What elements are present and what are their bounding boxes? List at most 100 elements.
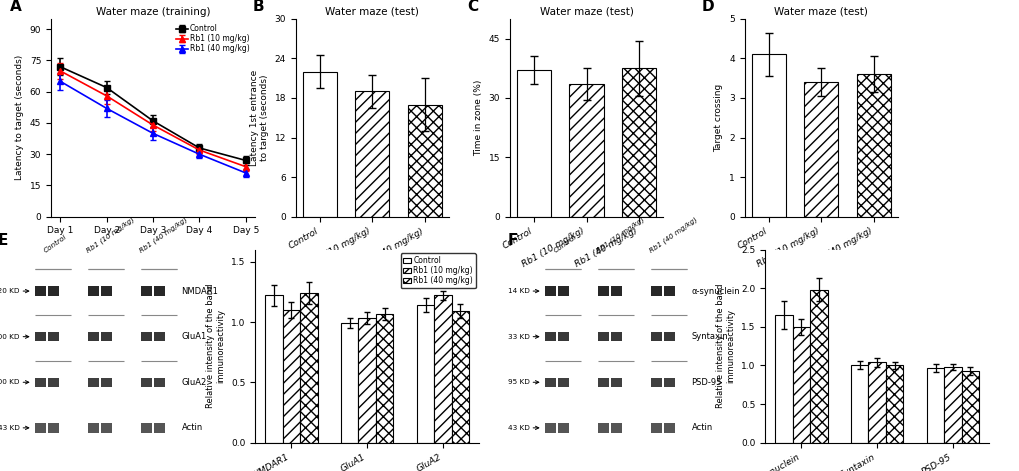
Title: Water maze (test): Water maze (test) xyxy=(325,7,419,16)
FancyBboxPatch shape xyxy=(597,332,608,341)
Text: PSD-95: PSD-95 xyxy=(691,378,721,387)
Title: Water maze (test): Water maze (test) xyxy=(773,7,867,16)
Bar xyxy=(303,72,336,217)
Text: 43 KD: 43 KD xyxy=(0,425,19,431)
Bar xyxy=(751,55,785,217)
Bar xyxy=(434,295,451,443)
Bar xyxy=(774,315,792,443)
FancyBboxPatch shape xyxy=(35,423,46,432)
FancyBboxPatch shape xyxy=(154,378,165,387)
Y-axis label: Latency 1st entrance
to target (seconds): Latency 1st entrance to target (seconds) xyxy=(250,70,269,166)
Bar xyxy=(850,365,867,443)
Text: Actin: Actin xyxy=(181,423,203,432)
FancyBboxPatch shape xyxy=(35,378,46,387)
FancyBboxPatch shape xyxy=(544,423,555,432)
Y-axis label: Relative intensity of the band
immunoreactivity: Relative intensity of the band immunorea… xyxy=(715,284,735,408)
Bar xyxy=(517,70,550,217)
Bar xyxy=(856,74,890,217)
Text: 120 KD: 120 KD xyxy=(0,288,19,294)
FancyBboxPatch shape xyxy=(101,423,112,432)
FancyBboxPatch shape xyxy=(141,423,152,432)
Bar xyxy=(792,327,809,443)
FancyBboxPatch shape xyxy=(650,332,661,341)
Text: C: C xyxy=(467,0,478,14)
FancyBboxPatch shape xyxy=(88,286,99,296)
FancyBboxPatch shape xyxy=(141,286,152,296)
FancyBboxPatch shape xyxy=(557,378,569,387)
FancyBboxPatch shape xyxy=(597,286,608,296)
FancyBboxPatch shape xyxy=(154,332,165,341)
Bar xyxy=(358,318,376,443)
Text: D: D xyxy=(701,0,713,14)
FancyBboxPatch shape xyxy=(557,332,569,341)
FancyBboxPatch shape xyxy=(48,332,59,341)
FancyBboxPatch shape xyxy=(35,332,46,341)
Text: Rb1 (40 mg/kg): Rb1 (40 mg/kg) xyxy=(647,216,698,254)
FancyBboxPatch shape xyxy=(101,286,112,296)
Text: 100 KD: 100 KD xyxy=(0,379,19,385)
FancyBboxPatch shape xyxy=(663,332,675,341)
FancyBboxPatch shape xyxy=(88,332,99,341)
Bar xyxy=(300,293,317,443)
Text: NMDAR1: NMDAR1 xyxy=(181,286,218,296)
Bar xyxy=(569,84,603,217)
FancyBboxPatch shape xyxy=(88,378,99,387)
Text: 100 KD: 100 KD xyxy=(0,333,19,340)
Bar xyxy=(265,295,282,443)
Bar xyxy=(340,323,358,443)
Text: Syntaxin: Syntaxin xyxy=(691,332,728,341)
Y-axis label: Target crossing: Target crossing xyxy=(714,84,722,152)
Text: 43 KD: 43 KD xyxy=(507,425,529,431)
FancyBboxPatch shape xyxy=(101,332,112,341)
Bar xyxy=(417,305,434,443)
FancyBboxPatch shape xyxy=(544,378,555,387)
Text: F: F xyxy=(507,234,518,249)
Text: 33 KD: 33 KD xyxy=(507,333,529,340)
Title: Water maze (training): Water maze (training) xyxy=(96,7,210,16)
FancyBboxPatch shape xyxy=(35,286,46,296)
FancyBboxPatch shape xyxy=(154,286,165,296)
Text: α-synuclein: α-synuclein xyxy=(691,286,740,296)
FancyBboxPatch shape xyxy=(650,423,661,432)
Bar xyxy=(408,105,441,217)
Bar xyxy=(944,367,961,443)
FancyBboxPatch shape xyxy=(141,332,152,341)
Y-axis label: Time in zone (%): Time in zone (%) xyxy=(474,80,483,156)
Bar xyxy=(926,368,944,443)
FancyBboxPatch shape xyxy=(650,286,661,296)
Bar xyxy=(376,314,393,443)
FancyBboxPatch shape xyxy=(557,286,569,296)
Text: 14 KD: 14 KD xyxy=(507,288,529,294)
Y-axis label: Latency to target (seconds): Latency to target (seconds) xyxy=(15,55,24,180)
FancyBboxPatch shape xyxy=(544,332,555,341)
FancyBboxPatch shape xyxy=(610,423,622,432)
FancyBboxPatch shape xyxy=(610,332,622,341)
FancyBboxPatch shape xyxy=(141,378,152,387)
FancyBboxPatch shape xyxy=(610,286,622,296)
Bar xyxy=(809,290,826,443)
Legend: Control, Rb1 (10 mg/kg), Rb1 (40 mg/kg): Control, Rb1 (10 mg/kg), Rb1 (40 mg/kg) xyxy=(174,23,251,55)
Title: Water maze (test): Water maze (test) xyxy=(539,7,633,16)
Bar xyxy=(886,365,903,443)
FancyBboxPatch shape xyxy=(557,423,569,432)
Y-axis label: Relative intensity of the band
immunoreactivity: Relative intensity of the band immunorea… xyxy=(206,284,225,408)
Bar xyxy=(355,91,389,217)
Text: Actin: Actin xyxy=(691,423,712,432)
Bar xyxy=(803,82,838,217)
Text: Rb1 (10 mg/kg): Rb1 (10 mg/kg) xyxy=(85,216,136,254)
FancyBboxPatch shape xyxy=(154,423,165,432)
Bar xyxy=(622,68,655,217)
FancyBboxPatch shape xyxy=(663,378,675,387)
Text: Rb1 (10 mg/kg): Rb1 (10 mg/kg) xyxy=(594,216,645,254)
FancyBboxPatch shape xyxy=(48,423,59,432)
Bar xyxy=(961,371,978,443)
Text: E: E xyxy=(0,234,8,249)
FancyBboxPatch shape xyxy=(101,378,112,387)
FancyBboxPatch shape xyxy=(597,423,608,432)
FancyBboxPatch shape xyxy=(48,286,59,296)
Text: Control: Control xyxy=(43,234,67,254)
Text: GluA2: GluA2 xyxy=(181,378,207,387)
FancyBboxPatch shape xyxy=(48,378,59,387)
FancyBboxPatch shape xyxy=(663,423,675,432)
Text: 95 KD: 95 KD xyxy=(507,379,529,385)
